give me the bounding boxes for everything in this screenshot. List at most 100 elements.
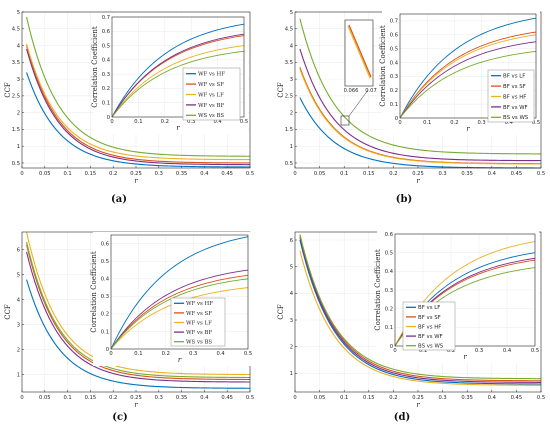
x-tick-label: 0.1 bbox=[63, 171, 71, 177]
inset-frame bbox=[394, 233, 536, 347]
y-tick-label: 4.5 bbox=[285, 27, 293, 33]
x-tick-label: 0.2 bbox=[389, 395, 397, 401]
inset-y-tick-label: 0.4 bbox=[390, 60, 399, 66]
inset-x-tick-label: 0.3 bbox=[189, 351, 197, 357]
x-tick-label: 0.45 bbox=[221, 395, 233, 401]
series-line-bf-vs-wf bbox=[299, 48, 542, 162]
inset-series-line-blue bbox=[110, 236, 249, 350]
inset-x-tick-label: 0.1 bbox=[134, 351, 142, 357]
inset-y-axis-label: Correlation Coefficient bbox=[90, 251, 98, 333]
x-tick-label: 0.05 bbox=[39, 395, 51, 401]
y-tick-label: 3 bbox=[290, 318, 293, 324]
panel-label: (b) bbox=[396, 194, 412, 205]
legend: WF vs HF WF vs SF WF vs LF WF vs BF WS vs BS bbox=[182, 67, 241, 121]
x-tick-label: 0.3 bbox=[438, 395, 446, 401]
inset-series-line-yellow bbox=[399, 34, 537, 119]
x-tick-label: 0.2 bbox=[109, 395, 117, 401]
main-plot: 0 0.05 0.1 0.15 0.2 0.25 0.3 0.35 0.4 0.45 0.51234… bbox=[277, 231, 545, 409]
legend-entry-label: WF vs BF bbox=[198, 103, 224, 109]
inset-plot: 0 0.1 0.2 0.3 0.4 0.5 0 0.1 0.2 0.3 0.4 0.5 0.6 r Corr… bbox=[374, 231, 539, 363]
inset-y-tick-label: 0.1 bbox=[385, 325, 393, 331]
x-tick-label: 0.2 bbox=[389, 171, 397, 177]
legend-entry-label: WF vs LF bbox=[186, 320, 212, 326]
inset-x-tick-label: 0 bbox=[398, 120, 401, 126]
legend-entry-label: BS vs WS bbox=[418, 344, 444, 350]
inset-x-tick-label: 0.3 bbox=[477, 120, 485, 126]
inset-x-axis-label: r bbox=[178, 356, 182, 364]
inset-series-line-orange bbox=[110, 274, 249, 350]
x-tick-label: 0 bbox=[293, 395, 296, 401]
inset-frame bbox=[111, 16, 245, 118]
panel-a: 0 0.05 0.1 0.15 0.2 0.25 0.3 0.35 0.4 0.45 0.50.51… bbox=[4, 10, 254, 205]
x-tick-label: 0.05 bbox=[314, 171, 326, 177]
main-plot: 0 0.05 0.1 0.15 0.2 0.25 0.3 0.35 0.4 0.45 0.50.51… bbox=[277, 10, 545, 185]
x-tick-label: 0 bbox=[293, 171, 296, 177]
inset-x-tick-label: 0.2 bbox=[447, 348, 455, 354]
x-tick-label: 0.2 bbox=[109, 171, 117, 177]
series-line-bf-vs-wf bbox=[299, 237, 542, 383]
inset-frame bbox=[110, 234, 249, 350]
y-tick-label: 4 bbox=[290, 291, 294, 297]
y-tick-label: 5 bbox=[17, 272, 20, 278]
y-tick-label: 4.5 bbox=[12, 27, 20, 33]
series-line-wf-vs-hf bbox=[26, 72, 250, 168]
y-tick-label: 1.5 bbox=[12, 127, 20, 133]
inset-y-tick-label: 0.6 bbox=[101, 242, 109, 248]
panel-label: (d) bbox=[394, 412, 410, 423]
inset-background bbox=[377, 231, 539, 363]
x-axis-label: r bbox=[134, 177, 138, 185]
inset-y-tick-label: 0.6 bbox=[102, 29, 110, 35]
inset-series-line-green bbox=[111, 50, 245, 118]
x-tick-label: 0.1 bbox=[63, 395, 71, 401]
inset-y-tick-label: 0.5 bbox=[101, 259, 109, 265]
panel-c: 0 0.05 0.1 0.15 0.2 0.25 0.3 0.35 0.4 0.45 0.51234… bbox=[4, 231, 254, 423]
inset-y-axis-label: Correlation Coefficient bbox=[91, 26, 99, 108]
zoom-x-tick-label: 0.07 bbox=[365, 88, 377, 94]
inset-y-axis-label: Correlation Coefficient bbox=[379, 25, 387, 107]
x-tick-label: 0.25 bbox=[412, 171, 424, 177]
inset-x-axis-label: r bbox=[176, 124, 180, 132]
inset-series-line-green bbox=[399, 50, 537, 119]
x-axis-label: r bbox=[134, 401, 138, 409]
inset-y-tick-label: 0.1 bbox=[101, 329, 109, 335]
y-tick-label: 2 bbox=[290, 110, 293, 116]
x-tick-label: 0.35 bbox=[176, 395, 188, 401]
x-tick-label: 0.45 bbox=[511, 171, 523, 177]
y-tick-label: 4 bbox=[17, 43, 21, 49]
inset-y-tick-label: 0.4 bbox=[385, 269, 394, 275]
inset-series-line-blue bbox=[399, 17, 537, 119]
y-tick-label: 3 bbox=[290, 77, 293, 83]
inset-y-tick-label: 0 bbox=[395, 116, 398, 122]
inset-x-tick-label: 0.4 bbox=[216, 351, 225, 357]
inset-y-tick-label: 0.1 bbox=[102, 101, 110, 107]
inset-x-tick-label: 0.1 bbox=[134, 119, 142, 125]
series-line-ws-vs-bs bbox=[26, 16, 251, 157]
x-tick-label: 0.5 bbox=[537, 395, 545, 401]
inset-y-tick-label: 0.7 bbox=[390, 19, 398, 25]
inset-y-tick-label: 0.2 bbox=[390, 88, 398, 94]
series-line-bf-vs-lf bbox=[299, 239, 542, 385]
inset-x-tick-label: 0.3 bbox=[475, 348, 483, 354]
y-tick-label: 6 bbox=[17, 247, 20, 253]
inset-y-tick-label: 0.2 bbox=[385, 306, 393, 312]
x-tick-label: 0.35 bbox=[176, 171, 188, 177]
zoom-x-tick-label: 0.066 bbox=[344, 88, 359, 94]
y-tick-label: 4 bbox=[17, 297, 21, 303]
y-tick-label: 0.5 bbox=[285, 161, 293, 167]
inset-x-tick-label: 0.5 bbox=[240, 119, 248, 125]
y-axis-label: CCF bbox=[277, 82, 285, 98]
zoom-series-yellow bbox=[347, 25, 371, 79]
legend-entry-label: WF vs SF bbox=[186, 311, 212, 317]
y-tick-label: 2 bbox=[17, 347, 20, 353]
inset-y-tick-label: 0.3 bbox=[101, 294, 109, 300]
x-tick-label: 0.4 bbox=[488, 171, 497, 177]
x-tick-label: 0.05 bbox=[39, 171, 51, 177]
y-tick-label: 1 bbox=[17, 372, 20, 378]
zoom-series-orange bbox=[348, 24, 372, 78]
x-tick-label: 0.05 bbox=[314, 395, 326, 401]
inset-y-tick-label: 0 bbox=[390, 344, 393, 350]
series-line-bs-vs-ws bbox=[299, 234, 542, 380]
y-tick-label: 2 bbox=[17, 110, 20, 116]
zoom-connector-line bbox=[348, 89, 369, 117]
